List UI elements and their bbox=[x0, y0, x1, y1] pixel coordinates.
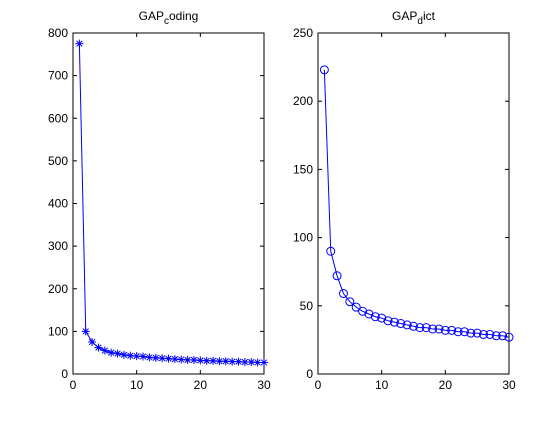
dict-ytick-label: 50 bbox=[300, 299, 314, 313]
dict-title-tail: ict bbox=[423, 9, 436, 23]
coding-xtick-label: 0 bbox=[70, 378, 77, 392]
coding-point bbox=[120, 351, 128, 359]
dict-series-line bbox=[324, 70, 509, 337]
dict-ytick-label: 150 bbox=[293, 162, 313, 176]
coding-ytick-label: 300 bbox=[48, 239, 68, 253]
dict-xtick-label: 20 bbox=[439, 378, 453, 392]
coding-ytick-label: 400 bbox=[48, 197, 68, 211]
coding-ytick-label: 700 bbox=[48, 69, 68, 83]
coding-axes-box bbox=[73, 33, 264, 374]
dict-xtick-label: 0 bbox=[315, 378, 322, 392]
coding-point bbox=[114, 350, 122, 358]
coding-xtick-label: 20 bbox=[194, 378, 208, 392]
coding-ytick-label: 500 bbox=[48, 154, 68, 168]
coding-point bbox=[139, 353, 147, 361]
dict-axes-box bbox=[318, 33, 509, 374]
coding-point bbox=[88, 338, 96, 346]
dict-ytick-label: 200 bbox=[293, 94, 313, 108]
coding-ytick-label: 800 bbox=[48, 26, 68, 40]
coding-title-main: GAP bbox=[139, 9, 164, 23]
coding-ytick-label: 100 bbox=[48, 324, 68, 338]
coding-title-tail: oding bbox=[169, 9, 198, 23]
coding-series-line bbox=[79, 44, 264, 363]
coding-point bbox=[260, 358, 268, 366]
dict-title-main: GAP bbox=[392, 9, 417, 23]
coding-title: GAPcoding bbox=[139, 9, 199, 27]
dict-xtick-label: 30 bbox=[502, 378, 516, 392]
coding-xtick-label: 10 bbox=[130, 378, 144, 392]
coding-ytick-label: 600 bbox=[48, 111, 68, 125]
coding-ytick-label: 0 bbox=[61, 367, 68, 381]
dict-title: GAPdict bbox=[392, 9, 436, 27]
coding-point bbox=[82, 327, 90, 335]
coding-ytick-label: 200 bbox=[48, 282, 68, 296]
coding-xtick-label: 30 bbox=[257, 378, 271, 392]
coding-point bbox=[107, 349, 115, 357]
dict-xtick-label: 10 bbox=[375, 378, 389, 392]
dict-ytick-label: 250 bbox=[293, 26, 313, 40]
coding-point bbox=[101, 347, 109, 355]
dict-ytick-label: 100 bbox=[293, 231, 313, 245]
coding-point bbox=[75, 40, 83, 48]
dict-ytick-label: 0 bbox=[306, 367, 313, 381]
